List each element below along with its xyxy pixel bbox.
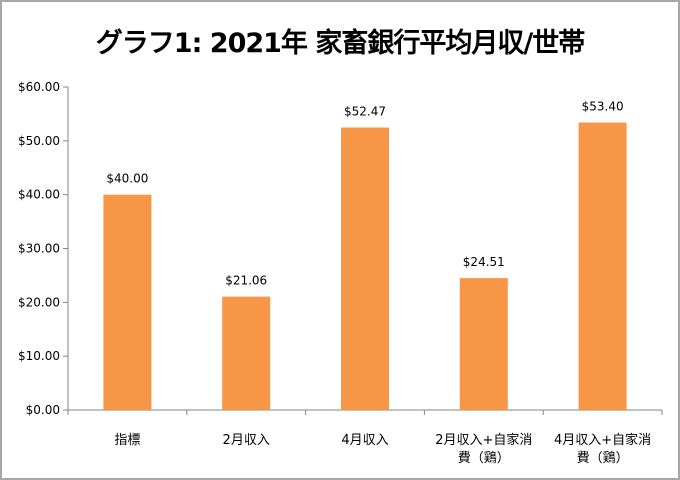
x-tick-label: 2月収入	[223, 433, 270, 448]
data-label: $24.51	[463, 255, 505, 269]
x-tick-label: 2月収入+自家消	[435, 432, 532, 448]
y-tick-label: $10.00	[18, 349, 60, 363]
x-tick-label: 指標	[114, 433, 140, 448]
x-tick-label: 費（鶏）	[577, 451, 629, 466]
data-label: $52.47	[344, 105, 386, 119]
y-tick-label: $60.00	[18, 80, 60, 94]
data-label: $21.06	[225, 274, 267, 288]
y-tick-label: $20.00	[18, 295, 60, 309]
y-tick-label: $40.00	[18, 188, 60, 202]
chart-title: グラフ1: 2021年 家畜銀行平均月収/世帯	[96, 27, 585, 59]
x-tick-label: 4月収入+自家消	[554, 432, 651, 448]
y-tick-label: $30.00	[18, 242, 60, 256]
x-tick-label: 4月収入	[341, 433, 388, 448]
data-label: $40.00	[106, 172, 148, 186]
y-tick-label: $50.00	[18, 134, 60, 148]
bar	[341, 127, 389, 410]
bar	[578, 122, 627, 410]
bar	[222, 296, 271, 410]
data-label: $53.40	[582, 100, 624, 114]
bar	[459, 278, 508, 410]
bar	[103, 194, 152, 410]
y-tick-label: $0.00	[26, 403, 60, 417]
x-tick-label: 費（鶏）	[458, 451, 510, 466]
